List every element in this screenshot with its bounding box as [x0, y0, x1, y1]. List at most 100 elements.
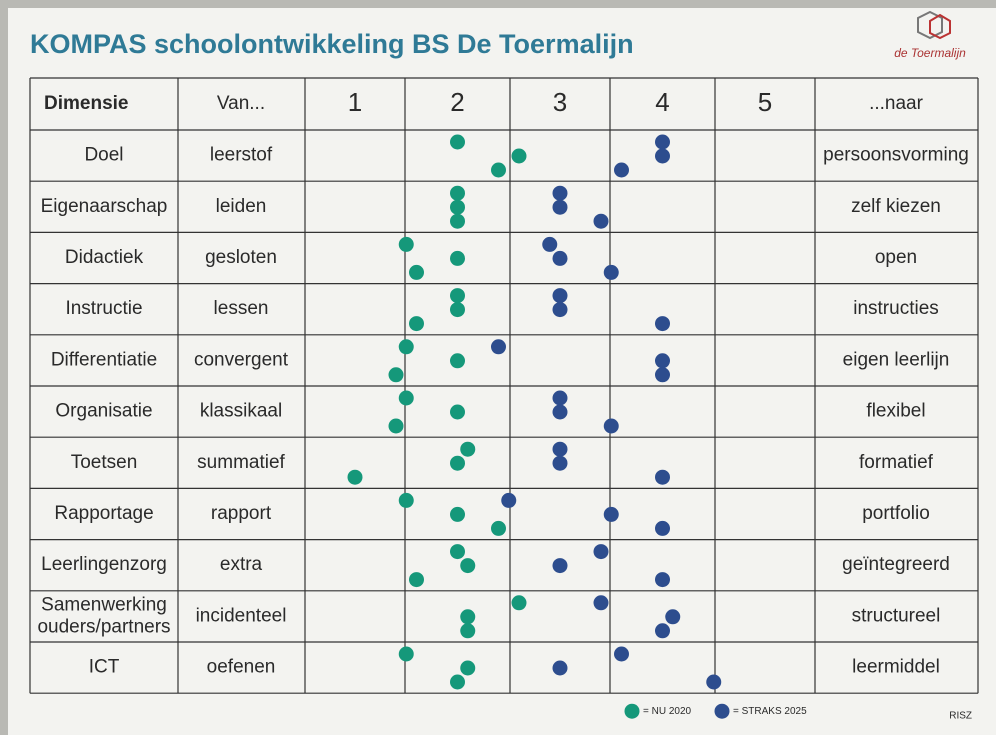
sticker-later — [655, 572, 670, 587]
dimension-label: Rapportage — [54, 503, 153, 524]
page: KOMPAS schoolontwikkeling BS De Toermali… — [0, 0, 996, 735]
sticker-now — [512, 595, 527, 610]
sticker-now — [450, 456, 465, 471]
sticker-later — [594, 214, 609, 229]
dimension-label: Samenwerking — [41, 594, 167, 615]
sticker-now — [491, 521, 506, 536]
sticker-now — [491, 163, 506, 178]
from-label: oefenen — [207, 657, 276, 678]
logo-text: de Toermalijn — [894, 46, 966, 60]
from-label: rapport — [211, 503, 272, 524]
sticker-later — [655, 135, 670, 150]
sticker-later — [614, 163, 629, 178]
sticker-later — [614, 647, 629, 662]
from-label: klassikaal — [200, 401, 282, 422]
legend-label: = NU 2020 — [643, 706, 692, 717]
dimension-label: Eigenaarschap — [41, 196, 168, 217]
sticker-later — [501, 493, 516, 508]
sticker-later — [553, 288, 568, 303]
title: KOMPAS schoolontwikkeling BS De Toermali… — [30, 29, 634, 59]
from-label: leiden — [216, 196, 267, 217]
dimension-label: Toetsen — [71, 452, 138, 473]
to-label: instructies — [853, 298, 939, 319]
from-label: extra — [220, 554, 263, 575]
sticker-later — [655, 623, 670, 638]
scale-label: 5 — [758, 87, 772, 117]
from-label: lessen — [214, 298, 269, 319]
sticker-now — [399, 339, 414, 354]
to-label: flexibel — [866, 401, 925, 422]
sticker-now — [409, 572, 424, 587]
sticker-now — [409, 316, 424, 331]
sticker-later — [655, 149, 670, 164]
sticker-later — [491, 339, 506, 354]
sticker-later — [553, 405, 568, 420]
sticker-later — [553, 442, 568, 457]
sticker-later — [594, 595, 609, 610]
scale-label: 3 — [553, 87, 567, 117]
sticker-later — [553, 302, 568, 317]
sticker-later — [553, 186, 568, 201]
sticker-now — [512, 149, 527, 164]
dimension-label: Instructie — [65, 298, 142, 319]
sticker-later — [553, 456, 568, 471]
sticker-now — [450, 353, 465, 368]
sticker-now — [450, 675, 465, 690]
sticker-later — [706, 675, 721, 690]
sticker-later — [604, 507, 619, 522]
to-label: formatief — [859, 452, 934, 473]
to-label: leermiddel — [852, 657, 940, 678]
sticker-later — [553, 251, 568, 266]
scale-label: 1 — [348, 87, 362, 117]
to-label: geïntegreerd — [842, 554, 950, 575]
sticker-now — [389, 367, 404, 382]
dimension-label: Organisatie — [55, 401, 152, 422]
scale-label: 4 — [655, 87, 669, 117]
dimension-label: Leerlingenzorg — [41, 554, 167, 575]
sticker-later — [553, 661, 568, 676]
to-label: persoonsvorming — [823, 145, 969, 166]
sticker-later — [665, 609, 680, 624]
sticker-now — [450, 544, 465, 559]
legend-label: = STRAKS 2025 — [733, 706, 807, 717]
dimension-label: ouders/partners — [37, 616, 170, 637]
header-from: Van... — [217, 93, 265, 114]
sticker-now — [450, 288, 465, 303]
sticker-now — [450, 135, 465, 150]
sticker-later — [655, 353, 670, 368]
header-dimension: Dimensie — [44, 93, 128, 114]
from-label: leerstof — [210, 145, 273, 166]
to-label: open — [875, 247, 917, 268]
sticker-now — [409, 265, 424, 280]
sticker-later — [655, 367, 670, 382]
from-label: convergent — [194, 349, 289, 370]
poster: KOMPAS schoolontwikkeling BS De Toermali… — [0, 0, 996, 735]
sticker-now — [460, 442, 475, 457]
sticker-later — [542, 237, 557, 252]
from-label: gesloten — [205, 247, 277, 268]
sticker-later — [655, 521, 670, 536]
sticker-later — [553, 200, 568, 215]
sticker-now — [450, 302, 465, 317]
to-label: zelf kiezen — [851, 196, 941, 217]
to-label: structureel — [852, 605, 941, 626]
sticker-now — [450, 507, 465, 522]
sticker-now — [399, 391, 414, 406]
dimension-label: ICT — [89, 657, 120, 678]
sticker-now — [460, 623, 475, 638]
sticker-now — [389, 419, 404, 434]
to-label: portfolio — [862, 503, 930, 524]
legend-swatch — [715, 704, 730, 719]
sticker-now — [460, 661, 475, 676]
dimension-label: Differentiatie — [51, 349, 157, 370]
sticker-now — [450, 251, 465, 266]
sticker-now — [450, 200, 465, 215]
sticker-now — [348, 470, 363, 485]
dimension-label: Didactiek — [65, 247, 144, 268]
sticker-now — [460, 609, 475, 624]
scale-label: 2 — [450, 87, 464, 117]
from-label: incidenteel — [196, 605, 287, 626]
dimension-label: Doel — [84, 145, 123, 166]
sticker-later — [553, 558, 568, 573]
sticker-now — [399, 237, 414, 252]
